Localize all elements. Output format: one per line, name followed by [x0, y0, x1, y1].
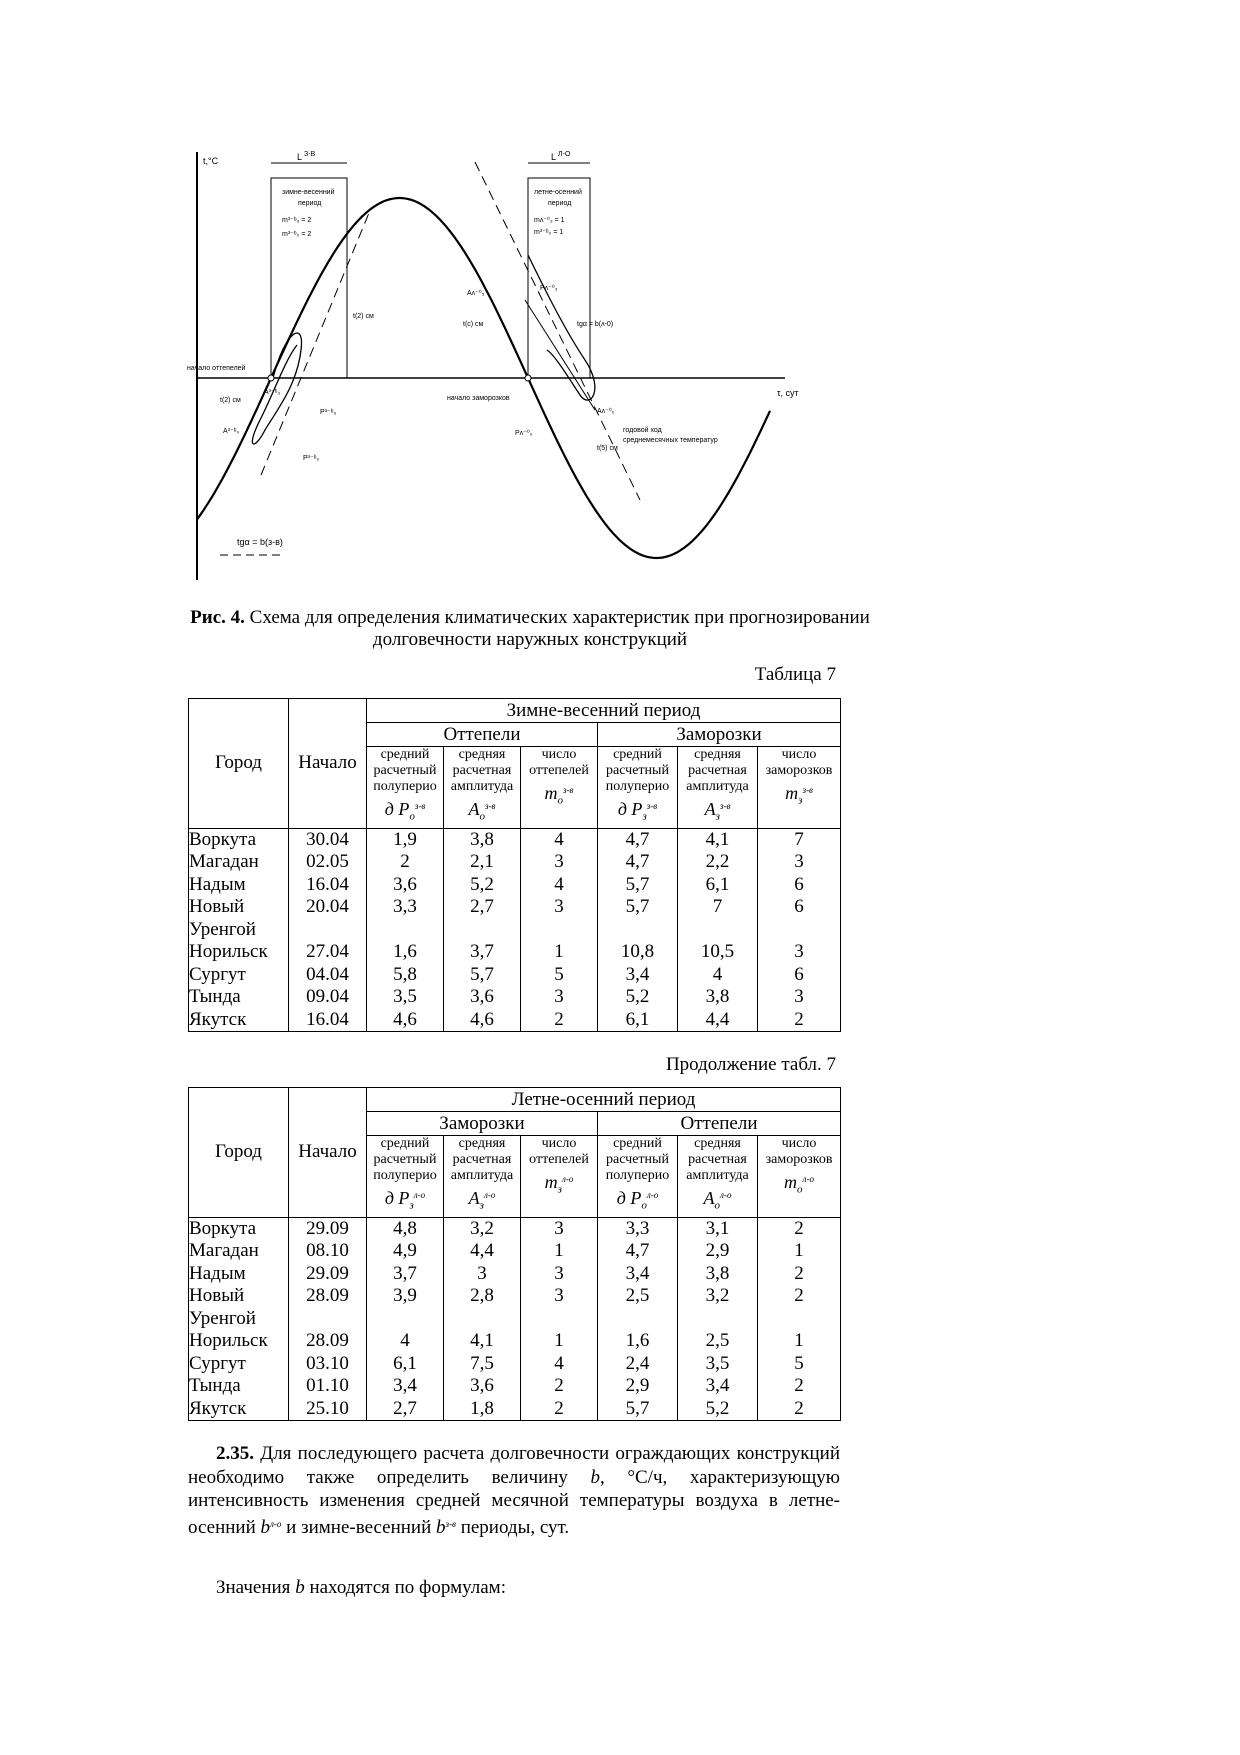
- lo-box-title-1: летне-осенний: [534, 188, 582, 196]
- y-axis-label: t,°C: [203, 156, 219, 166]
- annual-temperature-curve: [196, 196, 771, 560]
- P0-lo-label: Pᴧ⁻⁰₀: [515, 429, 533, 437]
- tangent-zv: [260, 207, 372, 476]
- start-thaw-marker: [267, 374, 275, 382]
- table-row: Норильск 27.04 1,6 3,7 1 10,8 10,5 3: [188, 941, 842, 964]
- paragraph-2-35: 2.35. Для последующего расчета долговечн…: [188, 1443, 841, 1538]
- A3-zv-label: A³⁻ᵇ₃: [264, 389, 280, 396]
- P3-zv-label: P³⁻ᵇ₃: [320, 409, 336, 416]
- P0-zv-label: P³⁻ᵇ₀: [303, 455, 319, 462]
- A0-lo-label: Aᴧ⁻⁰₀: [597, 407, 615, 415]
- tangent-lo-solid: [524, 299, 596, 411]
- t-smc-label: t(c) см: [463, 321, 484, 328]
- table-number: Таблица 7: [754, 664, 836, 685]
- table-row: Тында 09.04 3,5 3,6 3 5,2 3,8 3: [188, 986, 842, 1009]
- header-h4: средний расчетный полуперио д Pол-о: [597, 1135, 678, 1218]
- table-summer-autumn: Город Начало Летне-осенний период Заморо…: [188, 1087, 842, 1422]
- group2-header: Оттепели: [596, 1111, 842, 1136]
- P3-lo-label: Pᴧ⁻⁰₃: [540, 284, 558, 292]
- header-h1: средний расчетный полуперио д Pоз-в: [366, 746, 444, 829]
- col-city: Город: [188, 698, 289, 829]
- A3-lo-label: Aᴧ⁻⁰₃: [467, 289, 485, 297]
- paragraph-formulas-intro: Значения b находятся по формулам:: [216, 1577, 506, 1598]
- tg-lo-label: tgα = b(ᴧ-0): [577, 321, 613, 328]
- col-city: Город: [188, 1087, 289, 1218]
- table-row: Воркута 29.09 4,8 3,2 3 3,3 3,1 2: [188, 1217, 842, 1241]
- t-sm2-left: t(2) см: [220, 397, 241, 404]
- L-zv-sup: З-В: [304, 151, 316, 158]
- lo-m0: m³⁻ᵇ₀ = 1: [534, 229, 563, 236]
- table-row: Надым 29.09 3,7 3 3 3,4 3,8 2: [188, 1262, 842, 1286]
- x-axis-label: τ, сут: [777, 388, 799, 398]
- start-frost-marker: [524, 374, 532, 382]
- caption-text: Схема для определения климатических хара…: [244, 607, 870, 650]
- header-h6: число заморозков mол-о: [756, 1135, 842, 1218]
- table-row: Магадан 08.10 4,9 4,4 1 4,7 2,9 1: [188, 1240, 842, 1263]
- table-row: Якутск 25.10 2,7 1,8 2 5,7 5,2 2: [188, 1397, 842, 1422]
- lo-oscillation: [527, 254, 596, 401]
- annual-label-1: годовой ход: [623, 426, 662, 434]
- table-continuation-label: Продолжение табл. 7: [665, 1054, 836, 1075]
- t-sm2-top: t(2) см: [353, 313, 374, 320]
- group1-header: Заморозки: [366, 1111, 598, 1136]
- table-winter-spring: Город Начало Зимне-весенний период Оттеп…: [188, 698, 842, 1033]
- zv-oscillation: [251, 332, 303, 445]
- zv-box-title-1: зимне-весенний: [282, 188, 335, 196]
- figure-caption: Рис. 4. Схема для определения климатичес…: [190, 607, 870, 651]
- summer-autumn-period-box: [527, 177, 591, 379]
- period-header: Летне-осенний период: [365, 1087, 842, 1112]
- lo-m3: mᴧ⁻⁰₃ = 1: [534, 216, 565, 224]
- group1-header: Оттепели: [366, 722, 598, 747]
- table-body: Воркута 29.09 4,8 3,2 3 3,3 3,1 2 Магадан 08.10 4…: [188, 1217, 842, 1422]
- header-h3: число оттепелей mоз-в: [520, 746, 598, 829]
- climate-diagram: t,°C τ, сут L З-В зимне-весенний период …: [185, 150, 830, 590]
- winter-spring-period-box: [270, 177, 348, 379]
- table-row: Магадан 02.05 2 2,1 3 4,7 2,2 3: [188, 851, 842, 874]
- group2-header: Заморозки: [596, 722, 842, 747]
- col-start: Начало: [288, 698, 367, 829]
- table-row: Новый Уренгой 20.04 3,3 2,7 3 5,7 7 6: [188, 896, 842, 942]
- climate-diagram-svg: t,°C τ, сут L З-В зимне-весенний период …: [187, 151, 799, 580]
- zv-box-title-2: период: [298, 200, 321, 207]
- header-h2: средняя расчетная амплитуда Aзл-о: [443, 1135, 521, 1218]
- header-h4: средний расчетный полуперио д Pзз-в: [597, 746, 678, 829]
- header-h3: число оттепелей mзл-о: [520, 1135, 598, 1218]
- table-row: Сургут 03.10 6,1 7,5 4 2,4 3,5 5: [188, 1352, 842, 1376]
- t-sm5-label: t(5) см: [597, 445, 618, 452]
- col-start: Начало: [288, 1087, 367, 1218]
- zv-m0: m³⁻ᵇ₀ = 2: [282, 231, 311, 238]
- table-row: Тында 01.10 3,4 3,6 2 2,9 3,4 2: [188, 1375, 842, 1398]
- zv-m3: m³⁻ᵇ₃ = 2: [282, 217, 311, 224]
- L-lo-sup: Л-О: [558, 151, 571, 158]
- A0-zv-label: A³⁻ᵇ₀: [223, 428, 239, 435]
- header-h5: средняя расчетная амплитуда Aзз-в: [677, 746, 758, 829]
- start-thaw-label: начало оттепелей: [187, 364, 246, 372]
- lo-box-title-2: период: [548, 200, 571, 207]
- header-h2: средняя расчетная амплитуда Aоз-в: [443, 746, 521, 829]
- tg-zv-label: tgα = b(з-в): [237, 537, 283, 547]
- table-row: Сургут 04.04 5,8 5,7 5 3,4 4 6: [188, 963, 842, 987]
- annual-label-2: среднемесячных температур: [623, 437, 718, 444]
- header-h1: средний расчетный полуперио д Pзл-о: [366, 1135, 444, 1218]
- paragraph-number: 2.35.: [216, 1443, 254, 1464]
- start-frost-label: начало заморозков: [447, 395, 510, 402]
- header-h6: число заморозков mзз-в: [756, 746, 842, 829]
- header-h5: средняя расчетная амплитуда Aол-о: [677, 1135, 758, 1218]
- table-row: Новый Уренгой 28.09 3,9 2,8 3 2,5 3,2 2: [188, 1285, 842, 1331]
- table-row: Якутск 16.04 4,6 4,6 2 6,1 4,4 2: [188, 1008, 842, 1033]
- caption-label: Рис. 4.: [190, 607, 245, 628]
- L-zv-label: L: [297, 152, 302, 162]
- table-row: Надым 16.04 3,6 5,2 4 5,7 6,1 6: [188, 873, 842, 897]
- table-row: Норильск 28.09 4 4,1 1 1,6 2,5 1: [188, 1330, 842, 1353]
- period-header: Зимне-весенний период: [365, 698, 842, 723]
- table-row: Воркута 30.04 1,9 3,8 4 4,7 4,1 7: [188, 828, 842, 852]
- L-lo-label: L: [551, 152, 556, 162]
- table-body: Воркута 30.04 1,9 3,8 4 4,7 4,1 7 Магадан 02.05 2…: [188, 828, 842, 1033]
- tangent-lo: [474, 161, 641, 501]
